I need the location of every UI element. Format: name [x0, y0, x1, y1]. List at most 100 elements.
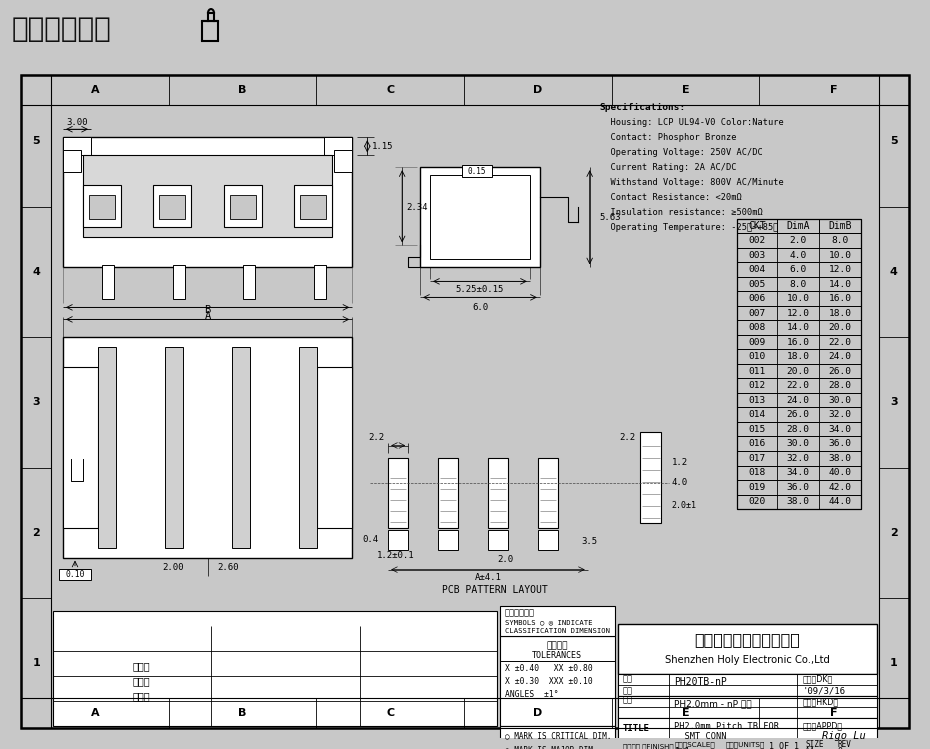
Text: 1.15: 1.15: [371, 142, 393, 151]
Text: 1: 1: [33, 658, 40, 667]
Text: Withstand Voltage: 800V AC/Minute: Withstand Voltage: 800V AC/Minute: [600, 178, 783, 187]
Text: 008: 008: [749, 323, 766, 332]
Text: 8.0: 8.0: [790, 279, 806, 288]
Bar: [737, 422, 861, 437]
Text: 制图章: 制图章: [132, 661, 150, 670]
Text: 32.0: 32.0: [829, 410, 852, 419]
Bar: [737, 466, 861, 480]
Bar: [244, 265, 256, 300]
Bar: [737, 291, 861, 306]
Text: 5: 5: [890, 136, 897, 146]
Text: 012: 012: [749, 381, 766, 390]
Text: C: C: [386, 85, 394, 95]
Text: 22.0: 22.0: [787, 381, 810, 390]
Text: D: D: [533, 85, 542, 95]
Bar: [618, 696, 877, 718]
Text: 1: 1: [890, 658, 897, 667]
Text: 0.15: 0.15: [468, 167, 486, 176]
Text: Specifications:: Specifications:: [600, 103, 686, 112]
Bar: [153, 185, 192, 227]
Text: B: B: [238, 85, 246, 95]
Text: 22.0: 22.0: [829, 338, 852, 347]
Text: DimA: DimA: [787, 221, 810, 231]
Text: 011: 011: [749, 367, 766, 376]
Text: 12.0: 12.0: [829, 265, 852, 274]
Text: F: F: [830, 708, 838, 718]
Bar: [737, 306, 861, 321]
Bar: [640, 432, 661, 523]
Text: 5.63: 5.63: [600, 213, 621, 222]
Text: 30.0: 30.0: [787, 439, 810, 448]
Bar: [317, 368, 352, 527]
Bar: [430, 175, 530, 259]
Text: 38.0: 38.0: [787, 497, 810, 506]
Text: 009: 009: [749, 338, 766, 347]
Text: 图号: 图号: [622, 686, 632, 695]
Text: PH2.0mm Pitch TB FOR: PH2.0mm Pitch TB FOR: [674, 722, 779, 731]
Text: D: D: [533, 708, 542, 718]
Text: A4: A4: [805, 748, 815, 749]
Text: A: A: [90, 85, 100, 95]
Text: Operating Temperature: -25℃~+85℃: Operating Temperature: -25℃~+85℃: [600, 222, 778, 231]
Text: 0.10: 0.10: [65, 570, 85, 579]
Bar: [737, 262, 861, 277]
Text: 2: 2: [33, 527, 40, 538]
Bar: [173, 265, 185, 300]
Text: E: E: [682, 708, 689, 718]
Text: F: F: [830, 85, 838, 95]
Bar: [737, 350, 861, 364]
Text: 16.0: 16.0: [829, 294, 852, 303]
Text: A: A: [90, 708, 100, 718]
Bar: [53, 610, 497, 726]
Bar: [325, 137, 352, 155]
Text: 10.0: 10.0: [829, 251, 852, 260]
Text: 制图（DK）: 制图（DK）: [803, 674, 832, 683]
Bar: [59, 568, 91, 580]
Text: 010: 010: [749, 352, 766, 361]
Text: ANGLES  ±1°: ANGLES ±1°: [505, 691, 559, 700]
Text: 工程: 工程: [622, 674, 632, 683]
Text: Operating Voltage: 250V AC/DC: Operating Voltage: 250V AC/DC: [600, 148, 763, 157]
Text: 44.0: 44.0: [829, 497, 852, 506]
Text: 020: 020: [749, 497, 766, 506]
Bar: [300, 195, 326, 219]
Text: 34.0: 34.0: [787, 468, 810, 477]
Bar: [388, 530, 408, 550]
Text: PH2.0mm - nP 贴贴: PH2.0mm - nP 贴贴: [674, 700, 752, 709]
Bar: [159, 195, 185, 219]
Bar: [737, 393, 861, 407]
Bar: [737, 219, 861, 509]
Text: Rigo Lu: Rigo Lu: [822, 731, 866, 741]
Text: mm: mm: [725, 748, 736, 749]
Bar: [166, 348, 183, 548]
Bar: [618, 673, 877, 696]
Text: B: B: [238, 708, 246, 718]
Text: SYMBOLS ○ ◎ INDICATE: SYMBOLS ○ ◎ INDICATE: [505, 619, 592, 625]
Text: 006: 006: [749, 294, 766, 303]
Bar: [737, 494, 861, 509]
Text: 2.0±1: 2.0±1: [671, 501, 697, 510]
Text: Contact: Phosphor Bronze: Contact: Phosphor Bronze: [600, 133, 737, 142]
Bar: [500, 636, 615, 726]
Text: 单位（UNITS）: 单位（UNITS）: [725, 742, 764, 748]
Text: 批准章: 批准章: [132, 691, 150, 701]
Text: 013: 013: [749, 395, 766, 404]
Text: 017: 017: [749, 454, 766, 463]
Text: 30.0: 30.0: [829, 395, 852, 404]
Bar: [83, 185, 121, 227]
Text: 28.0: 28.0: [829, 381, 852, 390]
Bar: [488, 530, 508, 550]
Bar: [63, 137, 352, 267]
Text: 1.2: 1.2: [671, 458, 687, 467]
Text: 14.0: 14.0: [829, 279, 852, 288]
Bar: [63, 151, 81, 172]
Text: TITLE: TITLE: [622, 724, 649, 733]
Bar: [462, 166, 492, 178]
Text: 10.0: 10.0: [787, 294, 810, 303]
Text: 2.0: 2.0: [790, 236, 806, 245]
Text: CKT: CKT: [749, 221, 766, 231]
Bar: [500, 606, 615, 636]
Text: 28.0: 28.0: [787, 425, 810, 434]
Bar: [737, 364, 861, 378]
Text: 18.0: 18.0: [829, 309, 852, 318]
